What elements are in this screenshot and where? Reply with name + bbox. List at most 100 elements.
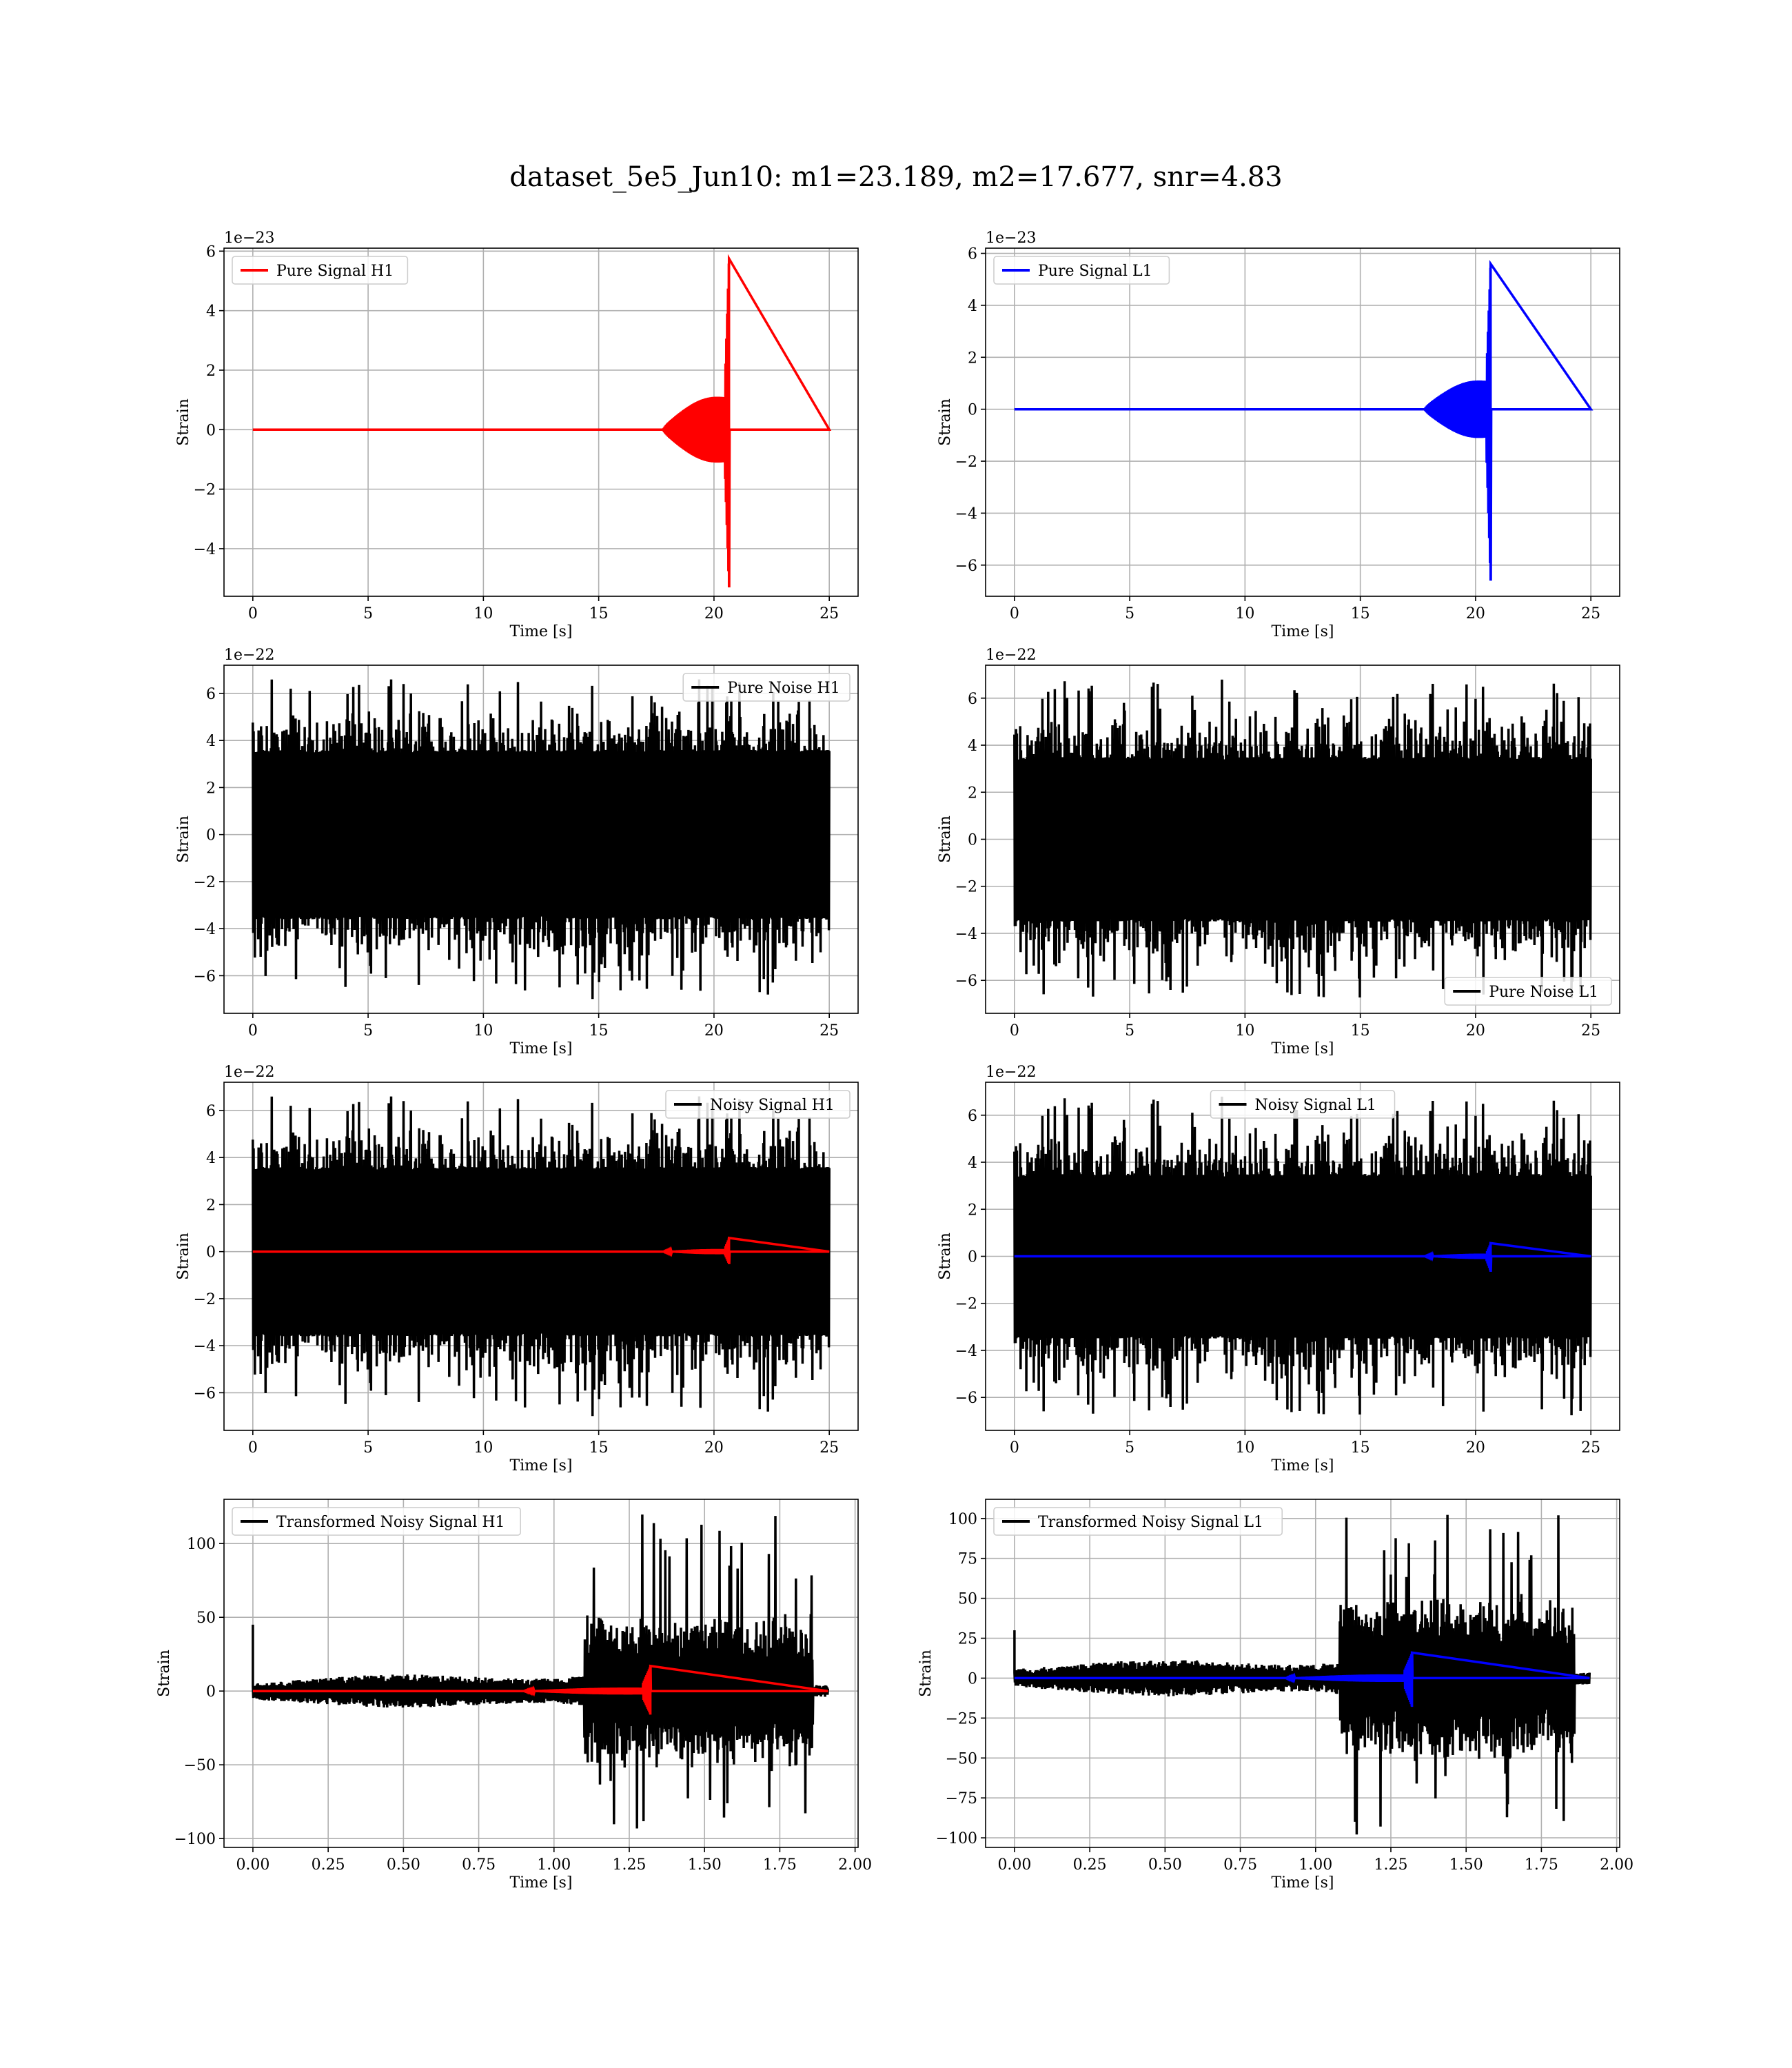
y-tick-label: 6 xyxy=(206,686,216,703)
legend-frame xyxy=(682,673,851,702)
subplot-noisy-signal-h1: 0 5 10 15 20 25 −6 −4 −2 0 2 4 6 Time [s] Strain 1e−22 N… xyxy=(175,1064,859,1474)
x-tick-label: 15 xyxy=(1351,605,1370,622)
y-tick-label: 2 xyxy=(206,1197,216,1214)
x-axis-label: Time [s] xyxy=(1271,1457,1334,1474)
y-axis-label: Strain xyxy=(175,398,192,446)
y-tick-label: −100 xyxy=(936,1830,977,1847)
y-tick-label: −6 xyxy=(194,1385,216,1402)
y-tick-label: 0 xyxy=(206,1683,216,1701)
y-axis-label: Strain xyxy=(937,398,954,446)
y-tick-label: 2 xyxy=(206,363,216,380)
x-tick-label: 5 xyxy=(363,1022,373,1040)
x-tick-label: 5 xyxy=(363,1439,373,1457)
x-tick-label: 25 xyxy=(1581,1022,1600,1040)
legend-label: Noisy Signal L1 xyxy=(1255,1097,1376,1114)
y-tick-label: 100 xyxy=(948,1511,977,1528)
y-tick-label: −4 xyxy=(955,1343,977,1360)
x-axis-label: Time [s] xyxy=(1271,1040,1334,1057)
y-tick-label: 2 xyxy=(968,349,977,367)
y-tick-label: −4 xyxy=(194,541,216,558)
axis-offset-text: 1e−22 xyxy=(986,647,1036,664)
y-tick-label: 0 xyxy=(206,422,216,439)
y-tick-label: −75 xyxy=(946,1790,977,1807)
x-tick-label: 20 xyxy=(1466,1439,1485,1457)
y-tick-label: −6 xyxy=(955,973,977,990)
x-tick-label: 0.00 xyxy=(997,1856,1031,1874)
legend: Noisy Signal H1 xyxy=(665,1090,851,1119)
x-tick-label: 1.50 xyxy=(1449,1856,1483,1874)
series-line-0 xyxy=(252,1096,831,1417)
x-tick-label: 20 xyxy=(704,1439,724,1457)
x-tick-label: 1.75 xyxy=(763,1856,797,1874)
legend-label: Pure Noise H1 xyxy=(727,680,840,697)
y-tick-label: −2 xyxy=(194,482,216,499)
axis-offset-text: 1e−23 xyxy=(224,230,274,247)
x-axis-label: Time [s] xyxy=(509,1040,572,1057)
y-tick-label: −6 xyxy=(194,968,216,985)
x-tick-label: 20 xyxy=(1466,605,1485,622)
axis-offset-text: 1e−22 xyxy=(224,1064,274,1081)
x-tick-label: 5 xyxy=(1125,605,1134,622)
y-tick-label: 6 xyxy=(206,243,216,261)
y-tick-label: −6 xyxy=(955,1390,977,1407)
x-axis-label: Time [s] xyxy=(509,1457,572,1474)
y-tick-label: 4 xyxy=(968,1155,977,1172)
y-tick-label: 25 xyxy=(958,1631,977,1648)
x-tick-label: 15 xyxy=(1351,1022,1370,1040)
y-tick-label: 6 xyxy=(206,1103,216,1120)
figure-title: dataset_5e5_Jun10: m1=23.189, m2=17.677,… xyxy=(509,161,1282,193)
x-tick-label: 1.25 xyxy=(1374,1856,1408,1874)
y-tick-label: −4 xyxy=(194,1338,216,1355)
x-tick-label: 20 xyxy=(1466,1022,1485,1040)
legend-label: Transformed Noisy Signal L1 xyxy=(1038,1514,1263,1531)
x-tick-label: 1.00 xyxy=(1299,1856,1332,1874)
x-tick-label: 0.75 xyxy=(1223,1856,1257,1874)
y-tick-label: 6 xyxy=(968,1108,977,1125)
y-axis-label: Strain xyxy=(175,815,192,863)
y-axis-label: Strain xyxy=(156,1650,173,1697)
y-tick-label: −4 xyxy=(955,505,977,523)
legend-label: Transformed Noisy Signal H1 xyxy=(276,1514,505,1531)
y-tick-label: −6 xyxy=(955,558,977,575)
legend-label: Noisy Signal H1 xyxy=(710,1097,835,1114)
axis-offset-text: 1e−22 xyxy=(986,1064,1036,1081)
subplot-noisy-signal-l1: 0 5 10 15 20 25 −6 −4 −2 0 2 4 6 Time [s] Strain 1e−22 N… xyxy=(937,1064,1620,1474)
x-tick-label: 2.00 xyxy=(1600,1856,1633,1874)
series-line-0 xyxy=(252,679,831,1000)
x-tick-label: 15 xyxy=(589,605,609,622)
y-tick-label: 4 xyxy=(206,303,216,321)
x-tick-label: 0.50 xyxy=(1148,1856,1182,1874)
legend-frame xyxy=(1444,977,1612,1006)
x-tick-label: 1.50 xyxy=(688,1856,722,1874)
y-tick-label: −2 xyxy=(955,1296,977,1313)
x-tick-label: 2.00 xyxy=(838,1856,872,1874)
axes-frame xyxy=(223,247,859,597)
x-tick-label: 0 xyxy=(1010,605,1019,622)
legend: Transformed Noisy Signal L1 xyxy=(993,1507,1283,1536)
y-tick-label: −2 xyxy=(955,454,977,471)
y-tick-label: 6 xyxy=(968,691,977,708)
x-tick-label: 15 xyxy=(589,1439,609,1457)
series-line-0 xyxy=(252,1514,830,1829)
y-tick-label: −2 xyxy=(194,1291,216,1308)
y-axis-label: Strain xyxy=(937,815,954,863)
y-axis-label: Strain xyxy=(175,1233,192,1280)
axes-frame xyxy=(223,1082,859,1431)
x-tick-label: 10 xyxy=(1235,605,1254,622)
grid xyxy=(986,248,1620,596)
y-tick-label: 0 xyxy=(968,832,977,849)
legend-frame xyxy=(993,256,1170,285)
series-line-0 xyxy=(1013,1514,1591,1835)
y-tick-label: −50 xyxy=(946,1750,977,1767)
legend-frame xyxy=(232,1507,521,1536)
x-tick-label: 0 xyxy=(248,605,258,622)
legend: Pure Signal L1 xyxy=(993,256,1170,285)
legend-frame xyxy=(993,1507,1283,1536)
y-tick-label: 6 xyxy=(968,246,977,263)
x-tick-label: 20 xyxy=(704,1022,724,1040)
y-tick-label: 0 xyxy=(968,402,977,419)
y-tick-label: 0 xyxy=(968,1249,977,1266)
x-tick-label: 15 xyxy=(589,1022,609,1040)
